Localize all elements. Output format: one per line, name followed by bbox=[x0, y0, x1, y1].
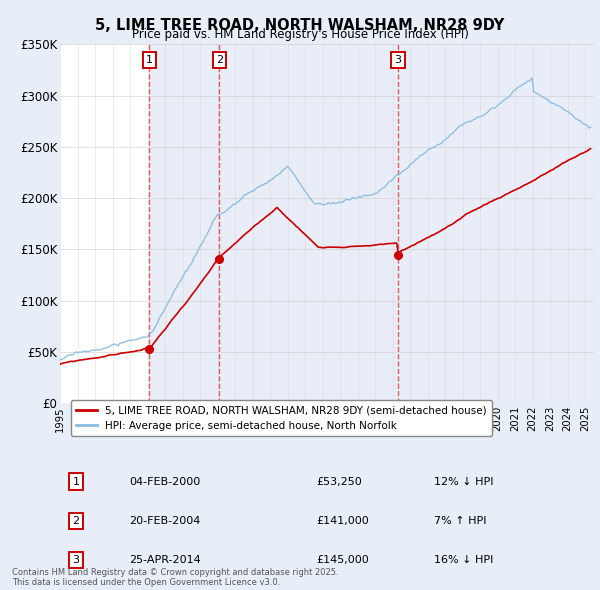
Text: 04-FEB-2000: 04-FEB-2000 bbox=[130, 477, 200, 487]
Bar bbox=[398, 44, 594, 403]
Text: 20-FEB-2004: 20-FEB-2004 bbox=[130, 516, 201, 526]
Text: 12% ↓ HPI: 12% ↓ HPI bbox=[434, 477, 493, 487]
Text: 16% ↓ HPI: 16% ↓ HPI bbox=[434, 555, 493, 565]
Text: £53,250: £53,250 bbox=[316, 477, 362, 487]
Text: £145,000: £145,000 bbox=[316, 555, 369, 565]
Legend: 5, LIME TREE ROAD, NORTH WALSHAM, NR28 9DY (semi-detached house), HPI: Average p: 5, LIME TREE ROAD, NORTH WALSHAM, NR28 9… bbox=[71, 400, 492, 436]
Text: 2: 2 bbox=[73, 516, 80, 526]
Text: 1: 1 bbox=[146, 55, 153, 65]
Text: 1: 1 bbox=[73, 477, 80, 487]
Text: 3: 3 bbox=[73, 555, 80, 565]
Text: Contains HM Land Registry data © Crown copyright and database right 2025.
This d: Contains HM Land Registry data © Crown c… bbox=[12, 568, 338, 587]
Text: 3: 3 bbox=[394, 55, 401, 65]
Text: 5, LIME TREE ROAD, NORTH WALSHAM, NR28 9DY: 5, LIME TREE ROAD, NORTH WALSHAM, NR28 9… bbox=[95, 18, 505, 32]
Text: 25-APR-2014: 25-APR-2014 bbox=[130, 555, 201, 565]
Text: 7% ↑ HPI: 7% ↑ HPI bbox=[434, 516, 486, 526]
Text: Price paid vs. HM Land Registry's House Price Index (HPI): Price paid vs. HM Land Registry's House … bbox=[131, 28, 469, 41]
Text: 2: 2 bbox=[216, 55, 223, 65]
Text: £141,000: £141,000 bbox=[316, 516, 369, 526]
Bar bbox=[220, 44, 398, 403]
Bar bbox=[149, 44, 220, 403]
